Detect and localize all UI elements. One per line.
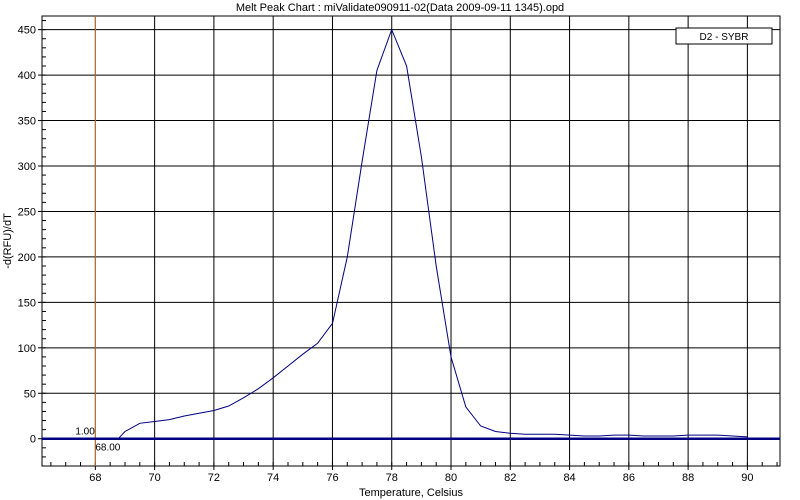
threshold-x-label: 68.00 xyxy=(95,443,120,454)
x-tick-label: 74 xyxy=(267,472,279,484)
y-tick-label: 300 xyxy=(18,161,36,173)
legend-entry: D2 - SYBR xyxy=(700,32,749,43)
x-tick-label: 76 xyxy=(326,472,338,484)
legend-box xyxy=(675,27,773,45)
y-tick-label: 400 xyxy=(18,70,36,82)
plot-area xyxy=(41,15,781,467)
y-tick-label: 200 xyxy=(18,252,36,264)
x-tick-label: 70 xyxy=(149,472,161,484)
y-axis-label: -d(RFU)/dT xyxy=(2,213,14,269)
threshold-y-label: 1.00 xyxy=(75,427,95,438)
x-tick-label: 78 xyxy=(386,472,398,484)
x-tick-label: 88 xyxy=(682,472,694,484)
y-tick-label: 100 xyxy=(18,343,36,355)
y-tick-label: 450 xyxy=(18,25,36,37)
y-tick-label: 0 xyxy=(30,434,36,446)
x-tick-label: 86 xyxy=(623,472,635,484)
chart-title: Melt Peak Chart : miValidate090911-02(Da… xyxy=(236,2,564,14)
y-tick-label: 250 xyxy=(18,206,36,218)
y-tick-label: 50 xyxy=(24,388,36,400)
x-tick-label: 84 xyxy=(563,472,575,484)
x-axis-label: Temperature, Celsius xyxy=(359,487,463,499)
x-tick-label: 72 xyxy=(208,472,220,484)
x-tick-label: 82 xyxy=(504,472,516,484)
x-tick-label: 80 xyxy=(445,472,457,484)
x-tick-label: 90 xyxy=(741,472,753,484)
y-tick-label: 150 xyxy=(18,297,36,309)
series-line-0 xyxy=(118,28,748,439)
y-tick-label: 350 xyxy=(18,116,36,128)
x-tick-label: 68 xyxy=(89,472,101,484)
